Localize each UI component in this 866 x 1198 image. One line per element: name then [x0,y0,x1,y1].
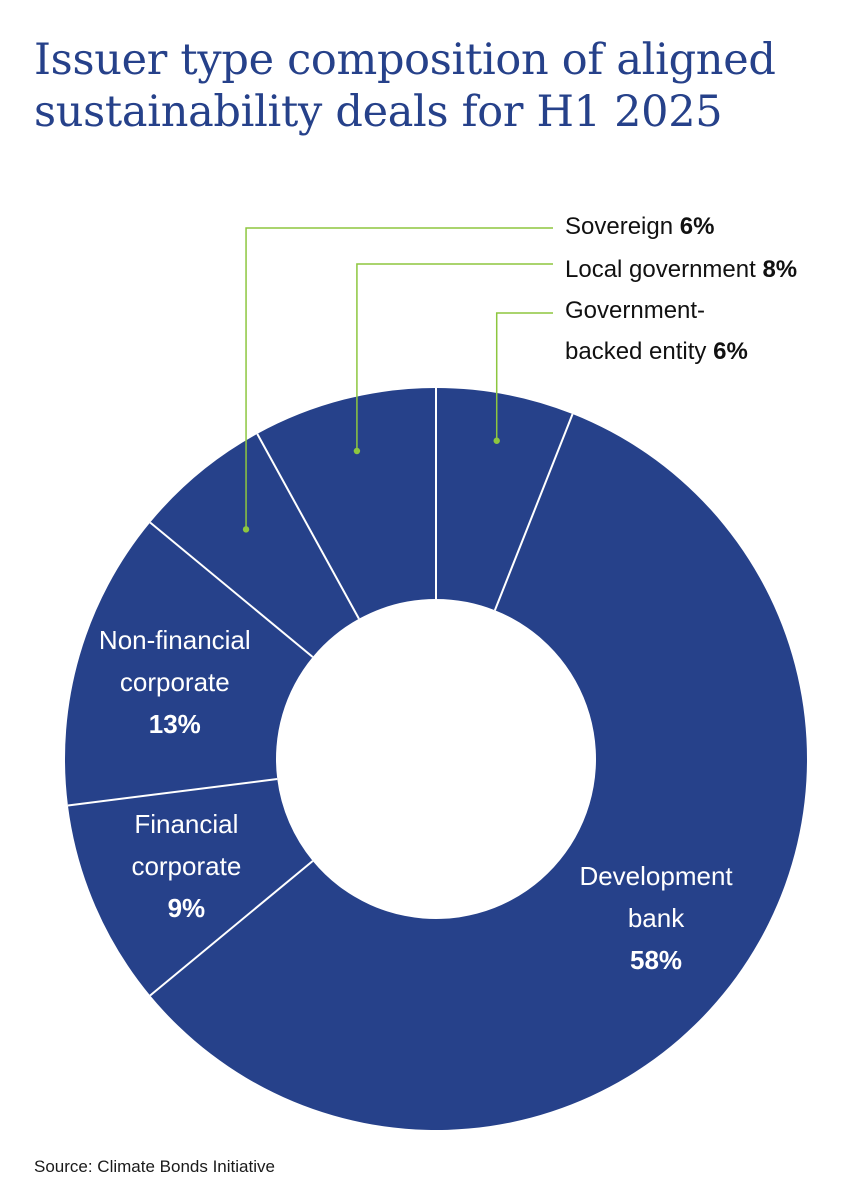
callout-line-gov-backed: backed entity [565,338,706,365]
slice-dev-bank[interactable] [150,414,807,1130]
chart-title: Issuer type composition of aligned susta… [34,34,854,138]
slice-gov-backed[interactable] [436,388,573,611]
label-fin-corp: Financial corporate 9% [131,809,241,923]
label-line-dev-bank: Development [579,861,733,891]
source-note: Source: Climate Bonds Initiative [34,1157,275,1176]
slice-labels: Government-backed entity 6% Development ba… [99,213,797,975]
slice-fin-corp[interactable] [67,779,313,996]
value-local-gov: 8% [756,256,797,283]
divider-dev-bank [493,413,574,611]
leader-sovereign [245,227,553,530]
value-sovereign: 6% [673,213,714,240]
divider-fin-corp [149,860,314,997]
callout-line-gov-backed: Government- [565,297,705,324]
slice-local-gov[interactable] [257,388,436,619]
chart-title-line-2: sustainability deals for H1 2025 [34,87,723,137]
leader-gov-backed [495,312,553,441]
label-line-nonfin-corp: corporate [120,667,230,697]
callout-line-local-gov: Local government [565,256,756,283]
callout-line-sovereign: Sovereign [565,213,673,240]
leader-dot-local-gov [353,447,361,455]
callout-sovereign: Sovereign 6% [565,213,714,240]
divider-nonfin-corp [67,778,278,807]
label-line-fin-corp: corporate [131,851,241,881]
donut-slices [64,388,807,1130]
label-line-fin-corp: Financial [134,809,238,839]
label-dev-bank: Development bank 58% [579,861,733,975]
leader-local-gov [356,263,553,451]
leader-dot-gov-backed [493,437,500,444]
callout-gov-backed: Government-backed entity 6% [565,297,748,365]
label-line-nonfin-corp: Non-financial [99,625,251,655]
divider-sovereign [149,521,314,658]
slice-sovereign[interactable] [150,433,359,658]
value-fin-corp: 9% [168,893,206,923]
value-dev-bank: 58% [630,945,682,975]
slice-nonfin-corp[interactable] [64,522,313,806]
label-line-dev-bank: bank [628,903,685,933]
label-nonfin-corp: Non-financial corporate 13% [99,625,251,739]
chart-title-line-1: Issuer type composition of aligned [34,35,776,85]
callout-local-gov: Local government 8% [565,256,797,283]
donut-chart: Government-backed entity 6% Development ba… [64,213,807,1130]
divider-local-gov [256,433,360,620]
value-gov-backed: 6% [706,338,747,365]
callout-leaders [242,227,553,533]
slice-dividers [67,388,574,997]
leader-dot-sovereign [242,526,250,533]
value-nonfin-corp: 13% [149,709,201,739]
